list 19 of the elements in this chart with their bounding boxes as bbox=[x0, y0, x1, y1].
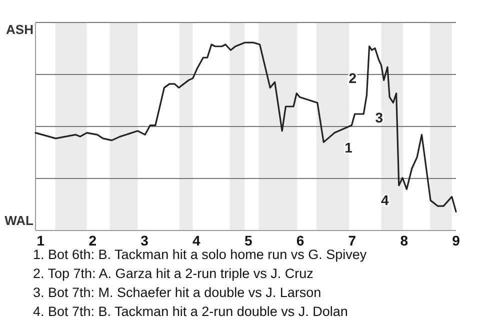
x-tick-label: 6 bbox=[296, 232, 304, 248]
annotation: 4 bbox=[380, 192, 389, 208]
annotation: 1 bbox=[344, 140, 353, 156]
x-tick-label: 5 bbox=[244, 232, 252, 248]
x-tick-label: 7 bbox=[348, 232, 356, 248]
x-tick-label: 2 bbox=[88, 232, 97, 248]
x-tick-label: 4 bbox=[192, 232, 201, 248]
x-tick-label: 9 bbox=[452, 232, 460, 248]
text: 1. Bot 6th: B. Tackman hit a solo home run vs G. Spivey bbox=[33, 247, 367, 262]
text: 3. Bot 7th: M. Schaefer hit a double vs J. Larson bbox=[33, 285, 322, 300]
text: WAL bbox=[4, 212, 34, 228]
x-tick-label: 8 bbox=[400, 232, 408, 248]
annotation: 2 bbox=[348, 70, 357, 86]
text: ASH bbox=[6, 22, 34, 37]
text: 2. Top 7th: A. Garza hit a 2-run triple vs J. Cruz bbox=[33, 266, 314, 281]
text: 4. Bot 7th: B. Tackman hit a 2-run double vs J. Dolan bbox=[33, 304, 348, 319]
x-tick-label: 1 bbox=[36, 232, 45, 248]
annotation: 3 bbox=[375, 109, 384, 126]
x-tick-label: 3 bbox=[140, 232, 149, 248]
